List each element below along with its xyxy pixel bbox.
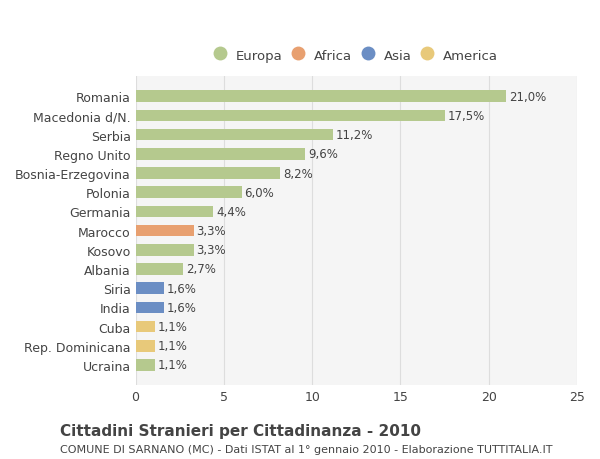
Bar xyxy=(136,245,194,256)
Text: 1,1%: 1,1% xyxy=(158,320,188,333)
Bar xyxy=(136,225,194,237)
Text: 9,6%: 9,6% xyxy=(308,148,338,161)
Text: COMUNE DI SARNANO (MC) - Dati ISTAT al 1° gennaio 2010 - Elaborazione TUTTITALIA: COMUNE DI SARNANO (MC) - Dati ISTAT al 1… xyxy=(60,444,553,454)
Bar xyxy=(136,263,183,275)
Text: 8,2%: 8,2% xyxy=(283,167,313,180)
Bar xyxy=(136,206,214,218)
Text: 21,0%: 21,0% xyxy=(509,90,547,103)
Bar xyxy=(136,187,242,199)
Bar xyxy=(136,321,155,333)
Text: 11,2%: 11,2% xyxy=(336,129,373,142)
Legend: Europa, Africa, Asia, America: Europa, Africa, Asia, America xyxy=(209,44,503,68)
Bar xyxy=(136,359,155,371)
Bar xyxy=(136,340,155,352)
Text: 4,4%: 4,4% xyxy=(216,206,246,218)
Bar xyxy=(136,129,334,141)
Bar xyxy=(136,302,164,313)
Text: Cittadini Stranieri per Cittadinanza - 2010: Cittadini Stranieri per Cittadinanza - 2… xyxy=(60,423,421,438)
Text: 6,0%: 6,0% xyxy=(244,186,274,199)
Text: 1,1%: 1,1% xyxy=(158,358,188,372)
Text: 17,5%: 17,5% xyxy=(447,110,485,123)
Bar xyxy=(136,168,280,179)
Text: 2,7%: 2,7% xyxy=(186,263,216,276)
Bar xyxy=(136,111,445,122)
Text: 3,3%: 3,3% xyxy=(197,244,226,257)
Text: 3,3%: 3,3% xyxy=(197,224,226,238)
Bar xyxy=(136,91,506,103)
Text: 1,6%: 1,6% xyxy=(167,282,196,295)
Text: 1,6%: 1,6% xyxy=(167,301,196,314)
Bar xyxy=(136,283,164,294)
Bar xyxy=(136,149,305,160)
Text: 1,1%: 1,1% xyxy=(158,340,188,353)
